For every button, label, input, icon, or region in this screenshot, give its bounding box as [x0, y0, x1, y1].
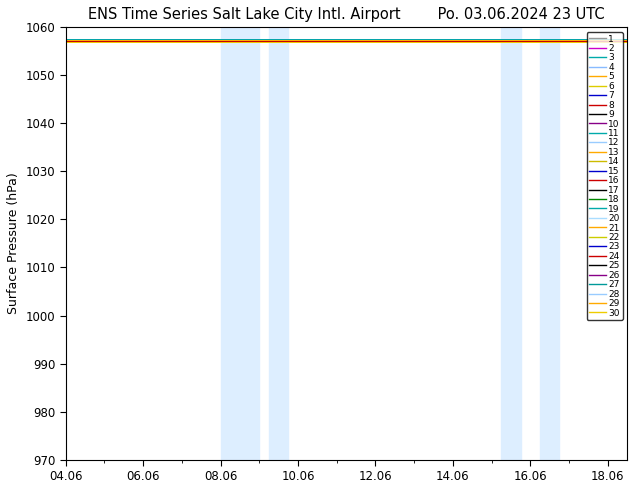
Bar: [221, 27, 259, 460]
Legend: 1, 2, 3, 4, 5, 6, 7, 8, 9, 10, 11, 12, 13, 14, 15, 16, 17, 18, 19, 20, 21, 22, 2: 1, 2, 3, 4, 5, 6, 7, 8, 9, 10, 11, 12, 1…: [586, 32, 623, 320]
Y-axis label: Surface Pressure (hPa): Surface Pressure (hPa): [7, 172, 20, 314]
Bar: [501, 27, 521, 460]
Title: ENS Time Series Salt Lake City Intl. Airport        Po. 03.06.2024 23 UTC: ENS Time Series Salt Lake City Intl. Air…: [88, 7, 605, 22]
Bar: [269, 27, 288, 460]
Bar: [540, 27, 559, 460]
